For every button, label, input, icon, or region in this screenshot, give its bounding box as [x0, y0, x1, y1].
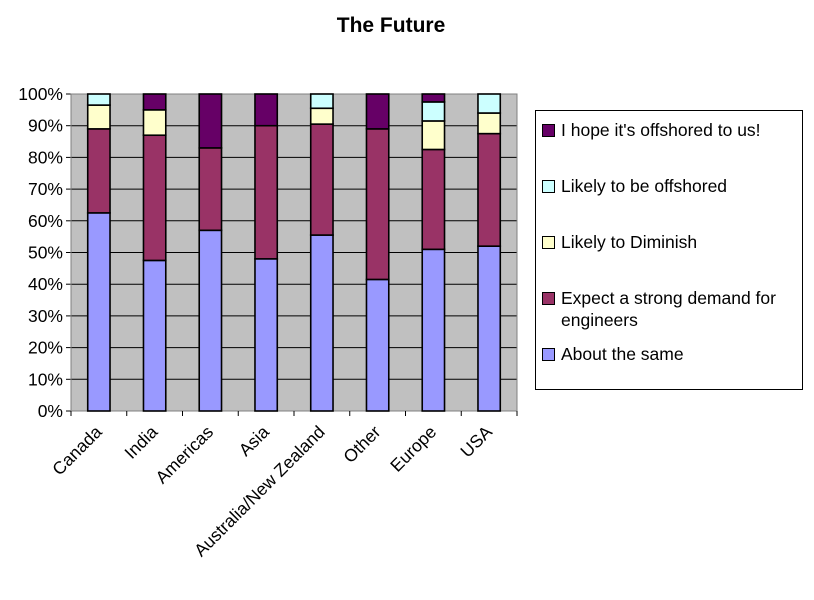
bar-segment	[477, 245, 502, 412]
bar-segment	[86, 212, 111, 412]
bar-segment	[86, 104, 111, 130]
bar-segment	[142, 259, 167, 412]
bar-segment	[365, 93, 390, 130]
y-tick-label: 0%	[38, 401, 63, 421]
bar-segment	[198, 229, 223, 412]
bar-segment	[365, 128, 390, 281]
bar-segment	[142, 93, 167, 111]
legend-label: Expect a strong demand for engineers	[561, 288, 776, 330]
legend-swatch	[542, 180, 555, 193]
legend-swatch	[542, 348, 555, 361]
bar-segment	[309, 123, 334, 236]
legend-swatch	[542, 292, 555, 305]
legend-swatch	[542, 236, 555, 249]
legend-item: Expect a strong demand for engineers	[542, 287, 797, 331]
bar-segment	[421, 101, 446, 122]
bar-segment	[309, 93, 334, 110]
x-tick-label: Europe	[386, 422, 440, 476]
bar-segment	[142, 109, 167, 137]
legend-label: Likely to be offshored	[561, 176, 728, 196]
bar-segment	[309, 234, 334, 412]
y-tick-label: 100%	[18, 84, 63, 104]
x-tick-label: Asia	[235, 422, 273, 460]
legend-item: I hope it's offshored to us!	[542, 119, 797, 141]
bar-segment	[365, 278, 390, 412]
x-tick-label: India	[120, 422, 161, 463]
y-tick-label: 80%	[28, 147, 63, 167]
legend-swatch	[542, 124, 555, 137]
legend-label: I hope it's offshored to us!	[561, 120, 761, 140]
x-tick-label: Americas	[151, 422, 217, 488]
chart-title: The Future	[336, 14, 446, 37]
y-tick-label: 70%	[28, 179, 63, 199]
legend-item: Likely to be offshored	[542, 175, 797, 197]
y-tick-label: 50%	[28, 243, 63, 263]
bar-segment	[254, 93, 279, 127]
bar-segment	[477, 132, 502, 247]
x-tick-label: Other	[339, 422, 384, 467]
bar-segment	[142, 134, 167, 262]
bar-segment	[421, 120, 446, 151]
legend-item: Likely to Diminish	[542, 231, 797, 253]
y-tick-label: 40%	[28, 274, 63, 294]
legend-item: About the same	[542, 343, 797, 365]
x-tick-label: USA	[456, 421, 496, 461]
bar-segment	[254, 124, 279, 260]
bar-segment	[477, 112, 502, 135]
x-tick-label: Canada	[48, 422, 106, 480]
legend: I hope it's offshored to us! Likely to be…	[535, 110, 803, 390]
y-tick-label: 20%	[28, 338, 63, 358]
bar-segment	[477, 93, 502, 114]
y-tick-label: 90%	[28, 116, 63, 136]
legend-label: About the same	[561, 344, 684, 364]
legend-label: Likely to Diminish	[561, 232, 698, 252]
y-tick-label: 60%	[28, 211, 63, 231]
bar-segment	[254, 258, 279, 412]
y-tick-label: 30%	[28, 306, 63, 326]
bar-segment	[86, 93, 111, 106]
bar-segment	[309, 107, 334, 125]
bar-segment	[198, 147, 223, 232]
bar-segment	[421, 248, 446, 412]
bar-segment	[421, 148, 446, 251]
bar-segment	[198, 93, 223, 149]
bar-segment	[421, 93, 446, 103]
y-tick-label: 10%	[28, 369, 63, 389]
bar-segment	[86, 128, 111, 214]
